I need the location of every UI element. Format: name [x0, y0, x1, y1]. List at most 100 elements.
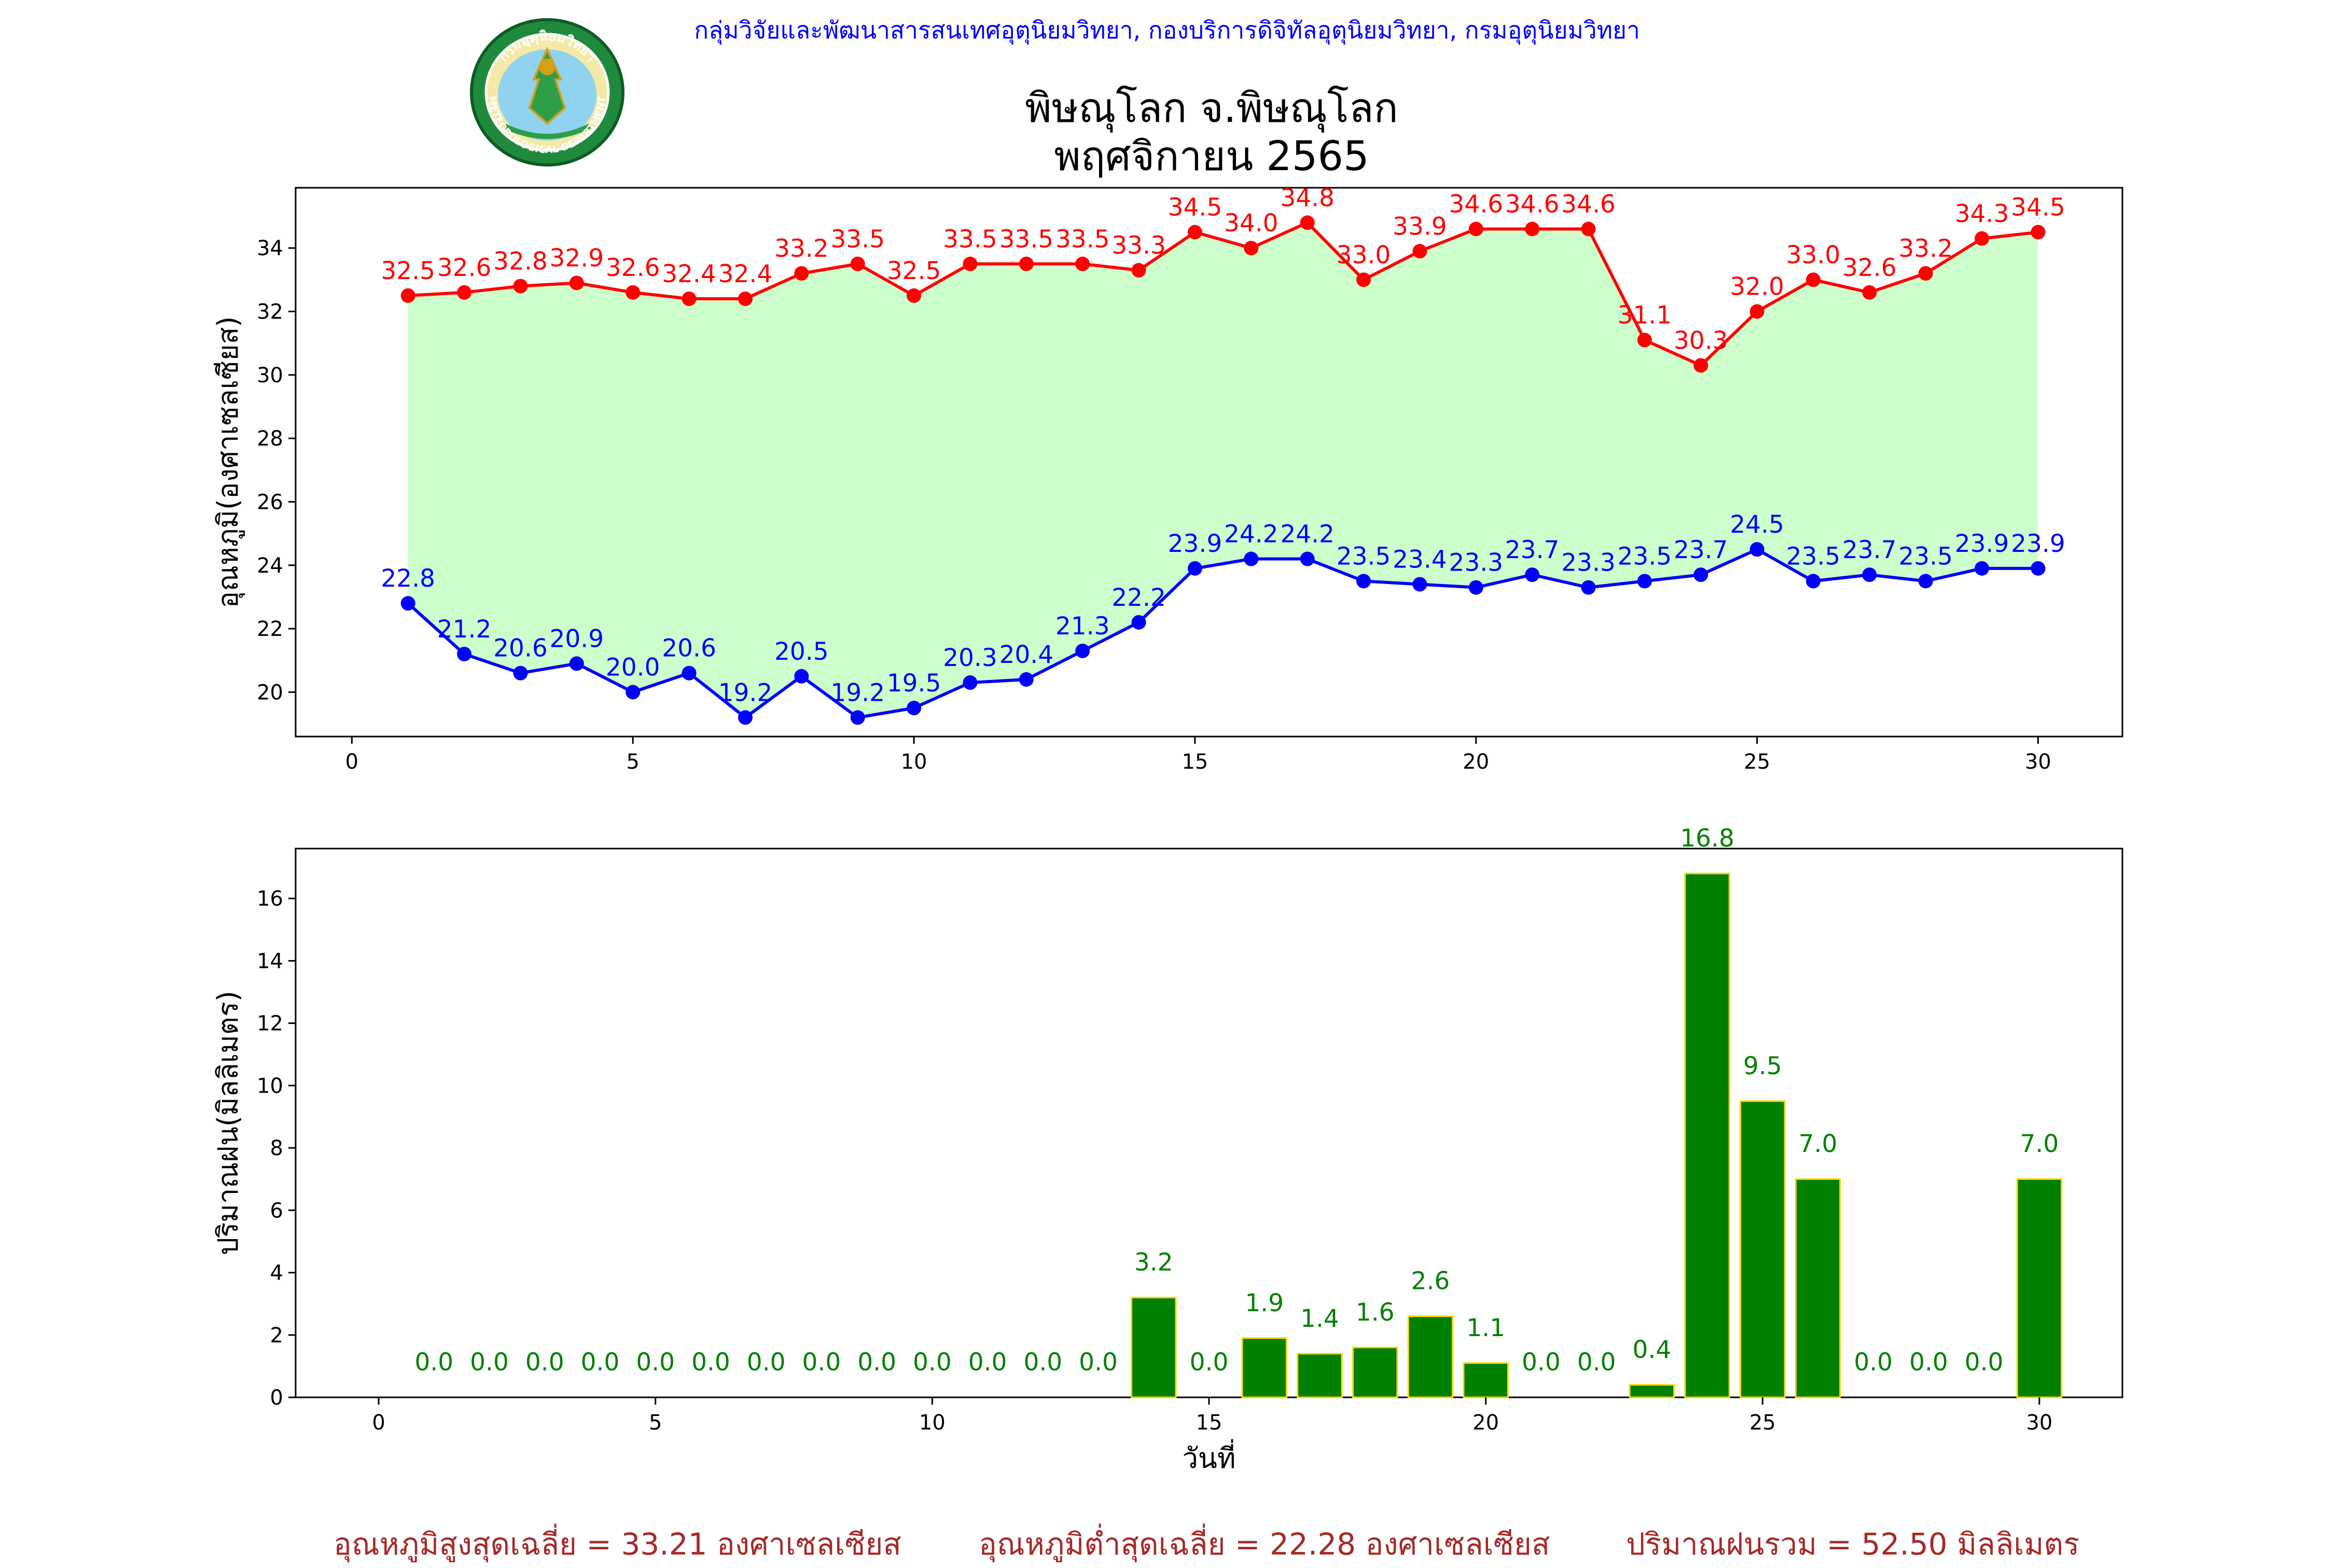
x-tick-label: 20	[1463, 750, 1489, 774]
max-temperature-label: 30.3	[1674, 326, 1728, 355]
max-temperature-point	[1075, 256, 1090, 271]
max-temperature-label: 32.5	[381, 257, 435, 285]
rainfall-label: 9.5	[1743, 1052, 1782, 1080]
rainfall-label: 2.6	[1411, 1267, 1450, 1296]
min-temperature-label: 20.6	[662, 634, 716, 663]
rainfall-label: 1.4	[1300, 1305, 1339, 1333]
max-temperature-point	[1019, 256, 1034, 271]
min-temperature-point	[2031, 561, 2046, 576]
temperature-chart: 32.5 32.6 32.8 32.9 32.6 32.4 32.433.2 33.532.5…	[212, 184, 2123, 774]
x-tick-label: 25	[1744, 750, 1770, 774]
min-temperature-point	[1805, 574, 1821, 589]
max-temperature-label: 33.2	[774, 234, 829, 263]
max-temperature-label: 32.6	[1842, 254, 1897, 282]
max-temperature-point	[963, 256, 978, 271]
max-temperature-point	[626, 285, 641, 300]
x-tick-label: 10	[919, 1411, 946, 1435]
rainfall-label: 0.0	[1965, 1348, 2004, 1377]
max-temperature-point	[1862, 285, 1877, 300]
min-temperature-point	[1075, 643, 1090, 658]
min-temperature-label: 23.5	[1898, 542, 1953, 571]
x-tick-label: 30	[2025, 750, 2051, 774]
max-temperature-point	[1187, 225, 1202, 240]
y-tick-label: 12	[257, 1012, 283, 1036]
max-temperature-point	[1975, 231, 1990, 246]
y-tick-label: 28	[257, 427, 283, 451]
rainfall-bar	[1463, 1362, 1509, 1398]
min-temperature-point	[907, 700, 922, 715]
y-tick-label: 16	[257, 887, 283, 911]
max-temperature-label: 34.6	[1449, 190, 1503, 219]
min-temperature-label: 20.0	[606, 653, 660, 682]
y-tick-label: 34	[257, 237, 283, 260]
rainfall-label: 0.0	[581, 1348, 620, 1377]
chart-title-line2: พฤศจิกายน 2565	[1054, 133, 1369, 180]
rainfall-bars	[1131, 872, 2063, 1398]
min-temperature-point	[626, 685, 641, 700]
rainfall-label: 7.0	[1799, 1130, 1838, 1158]
min-temperature-line	[407, 547, 2038, 720]
min-temperature-label: 23.9	[2011, 530, 2065, 558]
rainfall-data-labels: 0.0 0.0 0.0 0.0 0.0 0.0 0.0 0.0 0.0 0.0 0.0 0.0 0.0 3…	[414, 824, 2059, 1377]
rainfall-label: 0.0	[525, 1348, 564, 1377]
min-temperature-point	[1749, 542, 1765, 557]
min-temperature-point	[850, 710, 865, 725]
min-temperature-point	[1468, 580, 1483, 595]
y-tick-label: 6	[270, 1199, 283, 1223]
y-tick-label: 8	[270, 1136, 283, 1160]
max-temperature-label: 33.0	[1337, 241, 1391, 269]
min-temperature-label: 20.4	[999, 641, 1053, 669]
min-temperature-label: 20.5	[774, 637, 829, 666]
max-temperature-point	[1749, 304, 1765, 319]
temperature-fill-area	[408, 223, 2038, 718]
rainfall-label: 0.0	[414, 1348, 453, 1377]
max-temperature-point	[907, 288, 922, 303]
max-temperature-label: 32.6	[606, 254, 660, 282]
max-temperature-label: 34.8	[1280, 184, 1335, 212]
max-temperature-point	[1131, 263, 1146, 278]
max-temperature-label: 32.4	[718, 260, 773, 288]
max-temperature-label: 33.5	[830, 225, 885, 254]
y-tick-label: 32	[257, 300, 283, 324]
x-tick-label: 0	[345, 750, 358, 774]
rainfall-label: 3.2	[1134, 1248, 1173, 1277]
min-temperature-point	[1300, 551, 1315, 566]
chart-title-line1: พิษณุโลก จ.พิษณุโลก	[1025, 85, 1398, 133]
max-temperature-point	[794, 266, 809, 281]
x-tick-label: 25	[1749, 1411, 1776, 1435]
y-tick-label: 22	[257, 617, 283, 641]
y-tick-label: 20	[257, 681, 283, 704]
min-temperature-label: 23.4	[1393, 545, 1447, 574]
min-temperature-point	[1693, 567, 1708, 582]
rainfall-chart: 0.0 0.0 0.0 0.0 0.0 0.0 0.0 0.0 0.0 0.0 0.0 0.0 0.0 3…	[212, 824, 2123, 1475]
min-temperature-label: 23.9	[1168, 530, 1222, 558]
rainfall-label: 0.0	[470, 1348, 509, 1377]
min-temperature-label: 20.9	[550, 625, 604, 653]
min-temperature-label: 22.8	[381, 564, 435, 593]
max-temperature-label: 34.5	[1168, 193, 1222, 222]
organization-header: กลุ่มวิจัยและพัฒนาสารสนเทศอุตุนิยมวิทยา,…	[0, 11, 2334, 49]
rainfall-bar	[1241, 1337, 1287, 1398]
max-temperature-label: 32.5	[887, 257, 941, 285]
average-min-temperature: อุณหภูมิต่ำสุดเฉลี่ย = 22.28 องศาเซลเซีย…	[979, 1527, 1550, 1562]
max-temperature-label: 33.0	[1786, 241, 1841, 269]
min-temperature-point	[513, 665, 528, 681]
min-temperature-point	[682, 665, 697, 681]
min-temperature-label: 19.2	[830, 678, 885, 707]
x-tick-label: 5	[649, 1411, 662, 1435]
total-rainfall: ปริมาณฝนรวม = 52.50 มิลลิเมตร	[1626, 1527, 2080, 1562]
max-temperature-label: 34.5	[2011, 193, 2065, 222]
max-temperature-point	[1637, 332, 1652, 348]
rainfall-y-ticks: 0 2 4 6 8 10 12 14 16	[257, 887, 296, 1410]
rainfall-label: 0.0	[1023, 1348, 1062, 1377]
rainfall-label: 0.0	[1854, 1348, 1893, 1377]
max-temperature-point	[1581, 221, 1596, 237]
min-temperature-label: 21.2	[437, 615, 492, 644]
x-tick-label: 0	[372, 1411, 385, 1435]
rainfall-x-axis-label: วันที่	[1183, 1439, 1236, 1475]
temperature-lines	[407, 220, 2038, 720]
temperature-y-axis-label: อุณหภูมิ(องศาเซลเซียส)	[212, 316, 245, 608]
min-temperature-point	[1244, 551, 1259, 566]
temperature-plot-frame	[295, 187, 2123, 738]
x-tick-label: 10	[901, 750, 927, 774]
